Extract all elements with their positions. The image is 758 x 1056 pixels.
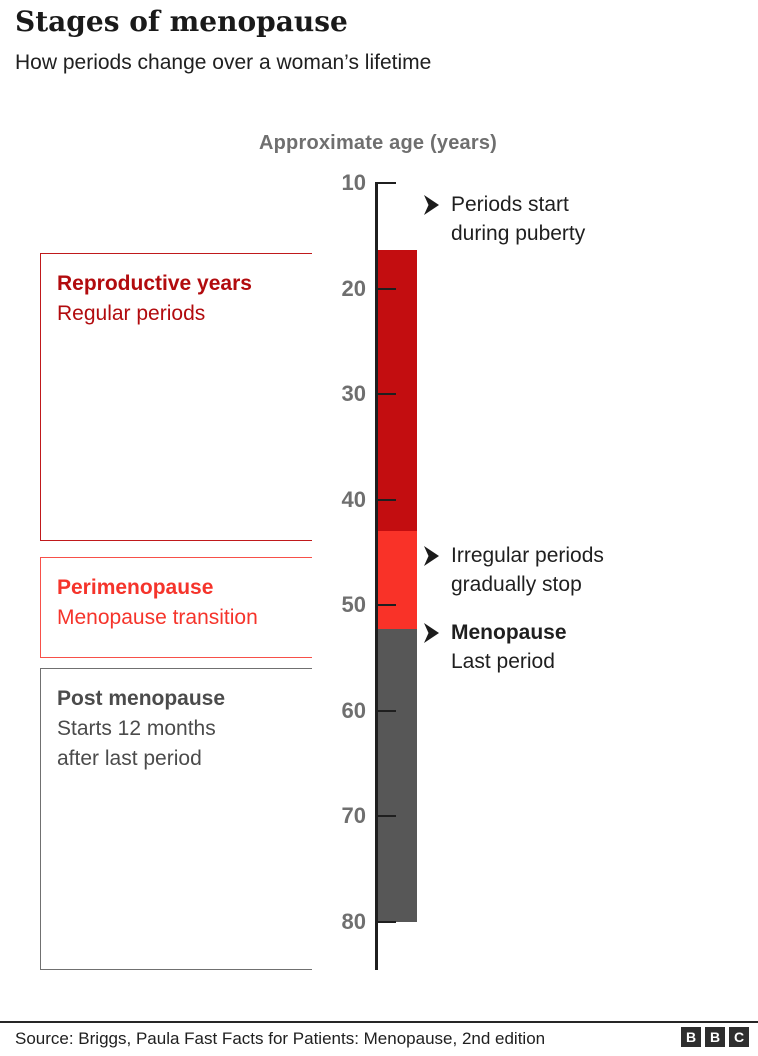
bbc-logo-block: B: [705, 1027, 725, 1047]
axis-tick-label: 40: [341, 486, 366, 512]
source-text: Source: Briggs, Paula Fast Facts for Pat…: [15, 1029, 546, 1048]
stage-title: Reproductive years: [57, 272, 252, 295]
axis-line: [375, 182, 378, 970]
annotation: Menopause Last period: [424, 618, 567, 676]
axis-tick: [375, 182, 396, 184]
stage-title: Post menopause: [57, 687, 226, 710]
bar-segment-reproductive-years: [378, 249, 417, 532]
stage-description: Starts 12 months: [57, 717, 216, 740]
axis-tick-label: 60: [341, 697, 366, 723]
axis-tick-label: 20: [341, 275, 366, 301]
axis-tick: [375, 393, 396, 396]
stage-description: after last period: [57, 747, 202, 770]
annotation-line: gradually stop: [451, 572, 582, 596]
bbc-logo-block: B: [681, 1027, 701, 1047]
legend-box-reproductive-years: Reproductive years Regular periods: [40, 253, 312, 541]
axis-tick-label: 10: [341, 170, 366, 195]
annotation-line: Irregular periods: [451, 543, 604, 567]
annotation: Irregular periods gradually stop: [424, 541, 604, 599]
annotation-arrow-icon: [424, 622, 439, 643]
page-title: Stages of menopause: [15, 5, 348, 38]
axis-tick: [375, 815, 396, 818]
stage-description: Regular periods: [57, 302, 206, 325]
axis-tick-label: 80: [341, 909, 366, 934]
axis-tick-label: 30: [341, 381, 366, 407]
annotation-line: during puberty: [451, 222, 586, 246]
annotation-line: Periods start: [451, 193, 569, 217]
legend-box-perimenopause: Perimenopause Menopause transition: [40, 557, 312, 658]
bbc-logo: B B C: [681, 1027, 749, 1047]
bar-segment-perimenopause: [378, 531, 417, 629]
annotation-arrow-icon: [424, 195, 439, 216]
bar-segment-post-menopause: [378, 628, 417, 922]
annotation-line: Menopause: [451, 620, 567, 644]
page-subtitle: How periods change over a woman’s lifeti…: [15, 51, 432, 74]
axis-tick: [375, 498, 396, 501]
annotation-text: Irregular periods gradually stop: [451, 541, 604, 599]
annotation-line: Last period: [451, 649, 555, 673]
bbc-logo-block: C: [729, 1027, 749, 1047]
annotation: Periods start during puberty: [424, 190, 585, 248]
annotation-text: Menopause Last period: [451, 618, 567, 676]
footer-divider: [0, 1021, 758, 1023]
axis-tick: [375, 709, 396, 712]
axis-tick: [375, 604, 396, 607]
axis-tick: [375, 287, 396, 290]
axis-tick-label: 50: [341, 592, 366, 618]
axis-tick-label: 70: [341, 803, 366, 829]
stage-title: Perimenopause: [57, 576, 214, 599]
annotation-text: Periods start during puberty: [451, 190, 585, 248]
legend-box-post-menopause: Post menopause Starts 12 months after la…: [40, 668, 312, 970]
axis-tick: [375, 921, 396, 923]
annotation-arrow-icon: [424, 545, 439, 566]
axis-title: Approximate age (years): [258, 132, 498, 154]
stage-description: Menopause transition: [57, 606, 258, 629]
